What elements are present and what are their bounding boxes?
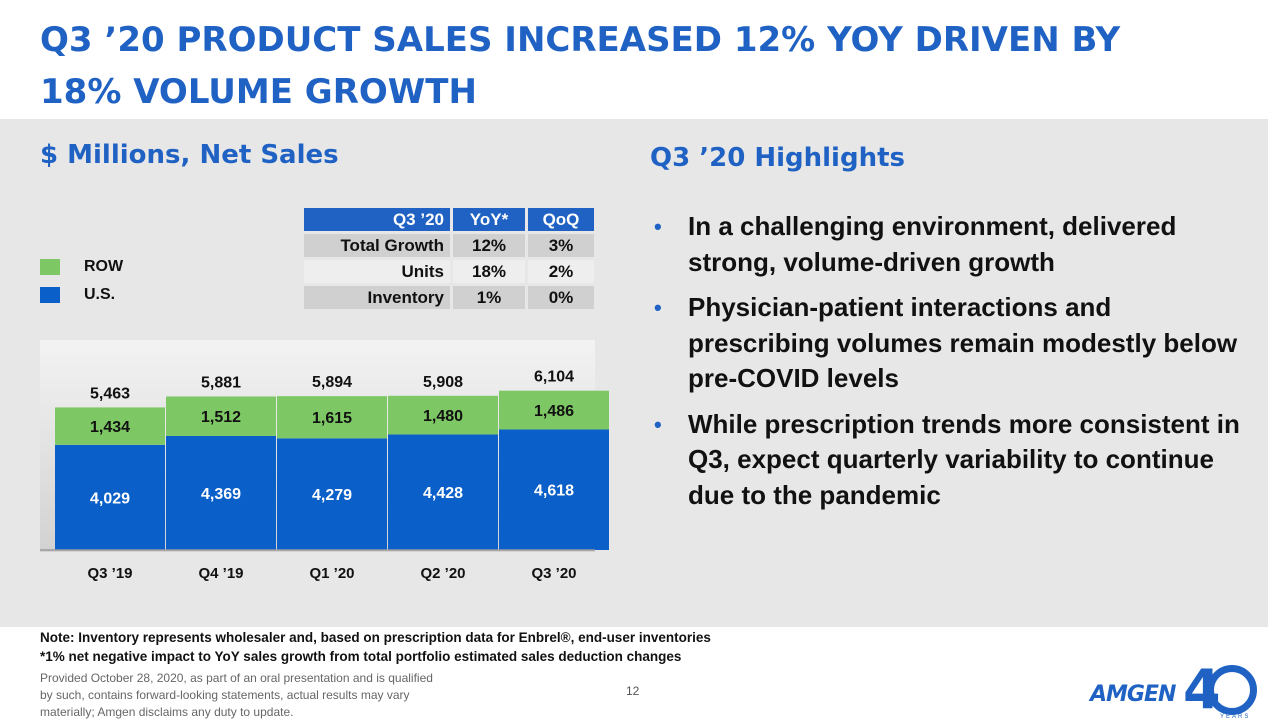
highlight-item: • In a challenging environment, delivered… (654, 209, 1254, 280)
bar-total-label: 5,908 (423, 374, 463, 391)
growth-row-label: Total Growth (304, 234, 450, 257)
bar-total-label: 5,881 (201, 375, 241, 392)
highlight-text: Physician-patient interactions and presc… (688, 292, 1238, 393)
highlight-item: • While prescription trends more consiste… (654, 407, 1254, 514)
disclaimer: Provided October 28, 2020, as part of an… (40, 670, 433, 721)
legend-item-us: U.S. (40, 286, 115, 304)
bar-row (499, 390, 609, 430)
bar-label-row: 1,512 (201, 409, 241, 426)
bar-row (166, 396, 276, 436)
growth-table-header-yoy: YoY* (453, 208, 525, 231)
bar-label-us: 4,618 (534, 483, 574, 500)
page-number: 12 (626, 684, 640, 698)
bullet-icon: • (654, 295, 662, 320)
amgen-logo: AMGEN 4 YEARS (1090, 658, 1260, 722)
growth-row-label: Units (304, 260, 450, 283)
bar-label-us: 4,369 (201, 486, 241, 503)
bar-row (277, 396, 387, 439)
bar-label-us: 4,029 (90, 490, 130, 507)
legend-item-row: ROW (40, 258, 123, 276)
growth-table-row: Units 18% 2% (304, 260, 594, 283)
growth-table-row: Total Growth 12% 3% (304, 234, 594, 257)
growth-row-qoq: 0% (528, 286, 594, 309)
x-tick-label: Q3 ’20 (531, 565, 576, 582)
disclaimer-line: Provided October 28, 2020, as part of an… (40, 671, 433, 685)
highlights-list: • In a challenging environment, delivered… (654, 209, 1254, 523)
x-tick-label: Q3 ’19 (87, 565, 132, 582)
bar-total-label: 5,894 (312, 374, 352, 391)
logo-years: YEARS (1220, 714, 1251, 720)
bullet-icon: • (654, 214, 662, 239)
footnote-yoy: *1% net negative impact to YoY sales gro… (40, 649, 682, 664)
title-line-2: 18% VOLUME GROWTH (40, 72, 477, 112)
legend-swatch-row (40, 259, 60, 275)
chart-subtitle: $ Millions, Net Sales (40, 140, 339, 170)
legend-label-us: U.S. (84, 286, 116, 303)
bar-us (166, 435, 276, 550)
growth-table: Q3 ’20 YoY* QoQ Total Growth 12% 3% Unit… (301, 205, 597, 312)
page-title: Q3 ’20 PRODUCT SALES INCREASED 12% YOY D… (40, 14, 1220, 118)
bar-us (499, 429, 609, 550)
disclaimer-line: materially; Amgen disclaims any duty to … (40, 705, 294, 719)
growth-row-qoq: 2% (528, 260, 594, 283)
bar-label-us: 4,428 (423, 485, 463, 502)
logo-wordmark: AMGEN (1090, 682, 1176, 707)
growth-row-yoy: 12% (453, 234, 525, 257)
bar-label-row: 1,480 (423, 408, 463, 425)
title-line-1: Q3 ’20 PRODUCT SALES INCREASED 12% YOY D… (40, 20, 1121, 60)
bar-label-us: 4,279 (312, 487, 352, 504)
legend-swatch-us (40, 287, 60, 303)
bar-row (388, 395, 498, 435)
growth-row-qoq: 3% (528, 234, 594, 257)
highlights-subtitle: Q3 ’20 Highlights (650, 143, 905, 173)
bar-label-row: 1,615 (312, 410, 352, 427)
logo-ring-icon (1207, 665, 1257, 715)
bar-total-label: 5,463 (90, 385, 130, 402)
disclaimer-line: by such, contains forward-looking statem… (40, 688, 410, 702)
bar-us (277, 438, 387, 550)
x-tick-label: Q1 ’20 (309, 565, 354, 582)
growth-table-row: Inventory 1% 0% (304, 286, 594, 309)
highlight-item: • Physician-patient interactions and pres… (654, 290, 1254, 397)
bullet-icon: • (654, 411, 662, 437)
bar-total-label: 6,104 (534, 369, 574, 386)
growth-row-label: Inventory (304, 286, 450, 309)
highlight-text: In a challenging environment, delivered … (688, 211, 1177, 277)
growth-table-header-period: Q3 ’20 (304, 208, 450, 231)
growth-row-yoy: 18% (453, 260, 525, 283)
sales-bar-chart: 4,029 1,434 5,463 Q3 ’19 4,369 1,512 5,881 Q4 ’… (40, 369, 609, 582)
growth-table-header: Q3 ’20 YoY* QoQ (304, 208, 594, 231)
bar-label-row: 1,434 (90, 419, 130, 436)
bar-row (55, 407, 165, 445)
growth-row-yoy: 1% (453, 286, 525, 309)
x-tick-label: Q2 ’20 (420, 565, 465, 582)
bar-us (55, 444, 165, 550)
x-tick-label: Q4 ’19 (198, 565, 243, 582)
highlight-text: While prescription trends more consisten… (688, 408, 1240, 510)
footnote-inventory: Note: Inventory represents wholesaler an… (40, 630, 711, 645)
bar-label-row: 1,486 (534, 403, 574, 420)
growth-table-header-qoq: QoQ (528, 208, 594, 231)
bar-us (388, 434, 498, 550)
legend-label-row: ROW (84, 258, 124, 275)
